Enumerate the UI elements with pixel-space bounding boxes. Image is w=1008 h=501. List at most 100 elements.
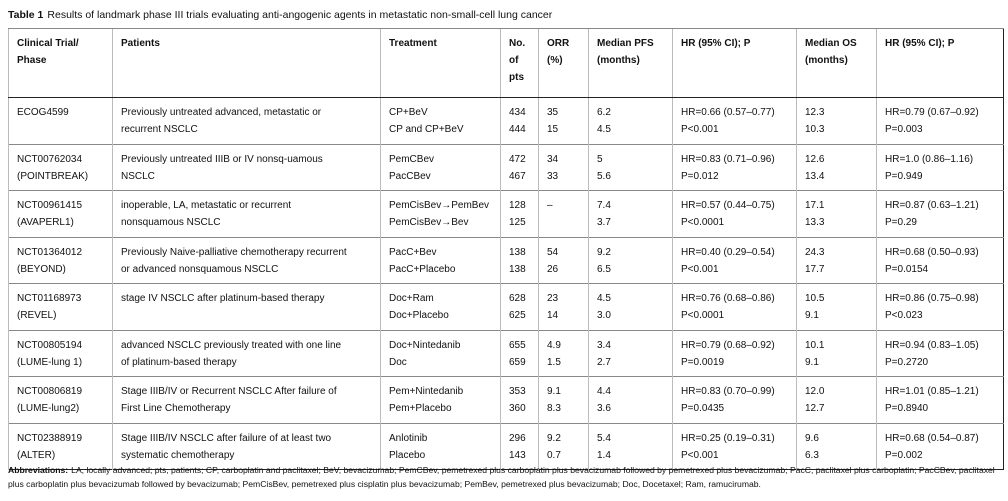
cell: 4.9 1.5 <box>538 329 589 377</box>
cell-line: Clinical Trial/ <box>17 38 79 49</box>
cell-line: 9.1 <box>547 386 561 397</box>
cell-line: – <box>547 200 553 211</box>
cell-line: 3.0 <box>597 310 611 321</box>
cell-line: HR (95% CI); P <box>885 38 955 49</box>
cell: HR=0.66 (0.57–0.77) P<0.001 <box>672 97 797 144</box>
cell: HR=1.0 (0.86–1.16) P=0.949 <box>876 143 1004 191</box>
cell-line: 9.1 <box>805 356 819 368</box>
cell-line: 472 <box>509 153 526 165</box>
cell-line: NCT00806819 <box>17 386 83 397</box>
cell-line: (BEYOND) <box>17 263 66 275</box>
cell-line: HR=0.57 (0.44–0.75) <box>681 200 775 211</box>
cell-line: 628 <box>509 293 526 304</box>
cell-line: 125 <box>509 217 526 228</box>
cell-line: 143 <box>509 449 526 461</box>
cell: Stage IIIB/IV NSCLC after failure of at … <box>112 422 381 470</box>
footnote: Abbreviations: LA, locally advanced; pts,… <box>8 463 1003 491</box>
cell: Pem+Nintedanib Pem+Placebo <box>380 376 501 423</box>
cell: – <box>538 190 589 237</box>
cell-line: (%) <box>547 55 563 66</box>
cell: 296 143 <box>500 422 539 470</box>
cell-line: stage IV NSCLC after platinum-based ther… <box>121 293 325 304</box>
cell: PacC+Bev PacC+Placebo <box>380 236 501 284</box>
cell-line: PacCBev <box>389 170 431 182</box>
cell-line: of <box>509 55 519 66</box>
cell-line: HR (95% CI); P <box>681 38 751 49</box>
cell-line: 9.2 <box>547 432 561 444</box>
results-table: Clinical Trial/Phase Patients Treatment No.… <box>8 28 1004 470</box>
cell: 24.3 17.7 <box>796 236 877 284</box>
cell-line: 3.6 <box>597 403 611 414</box>
cell-line: 54 <box>547 246 559 258</box>
data-row: NCT01364012 (BEYOND) Previously Naive-pall… <box>8 236 1004 284</box>
cell: HR=0.83 (0.71–0.96) P=0.012 <box>672 143 797 191</box>
cell: PemCBev PacCBev <box>380 143 501 191</box>
cell-line: nonsquamous NSCLC <box>121 217 221 228</box>
cell-line: 26 <box>547 263 559 275</box>
cell: Median OS (months) <box>796 28 877 98</box>
cell-line: Stage IIIB/IV or Recurrent NSCLC After f… <box>121 386 337 397</box>
cell: NCT00805194 (LUME-lung 1) <box>8 329 113 377</box>
cell-line: P=0.003 <box>885 124 923 135</box>
cell-line: 444 <box>509 124 526 135</box>
cell: inoperable, LA, metastatic or recurrent n… <box>112 190 381 237</box>
cell-line: ORR <box>547 38 570 49</box>
cell-line: 17.7 <box>805 263 825 275</box>
cell-line: Doc <box>389 356 407 368</box>
cell: HR=0.87 (0.63–1.21) P=0.29 <box>876 190 1004 237</box>
cell-line: 625 <box>509 310 526 321</box>
cell-line: 138 <box>509 246 526 258</box>
data-row: NCT02388919 (ALTER) Stage IIIB/IV NSCLC af… <box>8 422 1004 470</box>
cell-line: 655 <box>509 339 526 351</box>
cell: NCT01168973 (REVEL) <box>8 283 113 330</box>
cell-line: Previously Naive-palliative chemotherapy… <box>121 246 347 258</box>
cell: 5.4 1.4 <box>588 422 673 470</box>
cell-line: or advanced nonsquamous NSCLC <box>121 263 279 275</box>
cell-line: of platinum-based therapy <box>121 356 237 368</box>
cell-line: 10.3 <box>805 124 825 135</box>
cell: 23 14 <box>538 283 589 330</box>
cell-line: PacC+Placebo <box>389 263 456 275</box>
cell: advanced NSCLC previously treated with o… <box>112 329 381 377</box>
cell: 9.2 0.7 <box>538 422 589 470</box>
cell: 472 467 <box>500 143 539 191</box>
cell: 4.5 3.0 <box>588 283 673 330</box>
cell: 353 360 <box>500 376 539 423</box>
cell-line: 9.2 <box>597 246 611 258</box>
caption-label: Table 1 <box>8 9 44 21</box>
cell: 4.4 3.6 <box>588 376 673 423</box>
cell: HR=0.25 (0.19–0.31) P<0.001 <box>672 422 797 470</box>
cell-line: 9.6 <box>805 432 819 444</box>
cell-line: 14 <box>547 310 559 321</box>
cell: 6.2 4.5 <box>588 97 673 144</box>
cell: HR (95% CI); P <box>672 28 797 98</box>
cell-line: P<0.0001 <box>681 217 725 228</box>
cell-line: 12.7 <box>805 403 825 414</box>
cell-line: P=0.949 <box>885 170 923 182</box>
cell-line: 434 <box>509 107 526 118</box>
cell: HR (95% CI); P <box>876 28 1004 98</box>
cell-line: NCT01168973 <box>17 293 82 304</box>
cell-line: 6.5 <box>597 263 611 275</box>
cell: Previously untreated IIIB or IV nonsq-ua… <box>112 143 381 191</box>
cell-line: NCT00762034 <box>17 153 83 165</box>
cell-line: 33 <box>547 170 559 182</box>
cell: 9.1 8.3 <box>538 376 589 423</box>
cell-line: P=0.2720 <box>885 356 929 368</box>
cell-line: First Line Chemotherapy <box>121 403 231 414</box>
caption-text: Results of landmark phase III trials eva… <box>47 9 553 21</box>
cell: NCT00806819 (LUME-lung2) <box>8 376 113 423</box>
cell-line: 5.4 <box>597 432 611 444</box>
data-row: NCT00805194 (LUME-lung 1) advanced NSCLC p… <box>8 329 1004 377</box>
cell: Median PFS (months) <box>588 28 673 98</box>
cell: 34 33 <box>538 143 589 191</box>
cell: 12.3 10.3 <box>796 97 877 144</box>
cell-line: 353 <box>509 386 526 397</box>
cell-line: HR=0.83 (0.70–0.99) <box>681 386 775 397</box>
data-row: NCT00806819 (LUME-lung2) Stage IIIB/IV or … <box>8 376 1004 423</box>
cell-line: P=0.0019 <box>681 356 725 368</box>
cell-line: HR=0.25 (0.19–0.31) <box>681 432 775 444</box>
cell: Previously Naive-palliative chemotherapy… <box>112 236 381 284</box>
cell-line: PemCBev <box>389 153 435 165</box>
